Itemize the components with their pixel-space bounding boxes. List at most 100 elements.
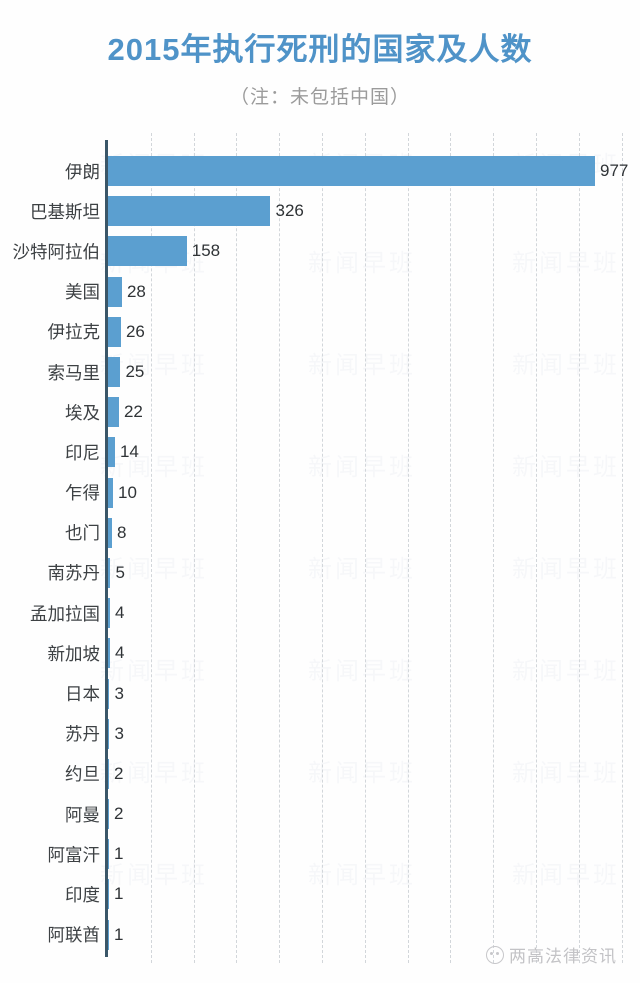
chart-row: 也门 8 [0, 513, 640, 553]
bar-rows: 伊朗 977 巴基斯坦 326 沙特阿拉伯 158 美国 28 伊拉克 26 索马里 25 埃及 22 印尼… [0, 151, 640, 955]
value-label: 28 [126, 281, 146, 301]
bar [108, 397, 119, 428]
bar-zone: 977 [108, 156, 640, 187]
bar [108, 276, 122, 307]
chart-row: 阿富汗 1 [0, 834, 640, 874]
bar-zone: 5 [108, 557, 640, 588]
category-label: 新加坡 [47, 643, 101, 664]
category-label: 日本 [65, 684, 100, 705]
chart-row: 沙特阿拉伯 158 [0, 231, 640, 271]
bar-zone: 14 [108, 437, 640, 468]
source-logo: 两高法律资讯 [486, 942, 617, 967]
value-label: 2 [114, 804, 124, 824]
bar-zone: 4 [108, 638, 640, 669]
bar [108, 236, 187, 267]
chart-row: 巴基斯坦 326 [0, 191, 640, 231]
chart-row: 南苏丹 5 [0, 553, 640, 593]
bar [108, 879, 109, 910]
value-label: 8 [116, 522, 127, 542]
bar [108, 758, 109, 789]
category-label: 沙特阿拉伯 [12, 241, 101, 262]
chart-row: 索马里 25 [0, 352, 640, 392]
bar [108, 919, 109, 950]
value-label: 158 [191, 241, 221, 261]
bar [108, 598, 110, 629]
category-label: 苏丹 [65, 724, 100, 745]
bar-zone: 25 [108, 357, 640, 388]
bar-zone: 28 [108, 276, 640, 307]
value-label: 3 [114, 683, 124, 703]
value-label: 1 [114, 844, 124, 864]
chart-row: 阿联酋 1 [0, 915, 640, 955]
bar [108, 678, 110, 709]
chart-row: 约旦 2 [0, 754, 640, 794]
category-label: 埃及 [65, 402, 100, 423]
value-label: 5 [115, 562, 125, 582]
chart-row: 阿曼 2 [0, 794, 640, 834]
bar-zone: 10 [108, 477, 640, 508]
value-label: 1 [114, 924, 124, 944]
bar-zone: 2 [108, 758, 640, 789]
chart-row: 伊拉克 26 [0, 312, 640, 352]
source-logo-icon [486, 945, 504, 964]
chart-row: 日本 3 [0, 673, 640, 713]
bar-zone: 158 [108, 236, 640, 267]
value-label: 2 [114, 763, 124, 783]
bar-zone: 1 [108, 879, 640, 910]
value-label: 10 [117, 482, 137, 502]
category-label: 美国 [65, 282, 100, 303]
source-logo-text: 两高法律资讯 [509, 947, 617, 966]
category-label: 印度 [65, 884, 100, 905]
category-label: 孟加拉国 [30, 603, 100, 624]
category-label: 巴基斯坦 [30, 201, 100, 222]
chart-row: 埃及 22 [0, 392, 640, 432]
bar-zone: 3 [108, 718, 640, 749]
category-label: 阿曼 [65, 804, 100, 825]
chart-title: 2015年执行死刑的国家及人数 [107, 32, 533, 67]
value-label: 14 [119, 442, 139, 462]
bar [108, 638, 110, 669]
bar-zone: 8 [108, 517, 640, 548]
bar-zone: 22 [108, 397, 640, 428]
bar [108, 196, 271, 227]
category-label: 南苏丹 [47, 563, 101, 584]
bar [108, 437, 115, 468]
value-label: 4 [114, 643, 125, 663]
chart-row: 孟加拉国 4 [0, 593, 640, 633]
bar-zone: 3 [108, 678, 640, 709]
category-label: 伊拉克 [47, 322, 101, 343]
bar [108, 718, 110, 749]
category-label: 约旦 [65, 764, 100, 785]
bar-zone: 326 [108, 196, 640, 227]
chart-row: 乍得 10 [0, 473, 640, 513]
category-label: 也门 [65, 523, 100, 544]
value-label: 977 [600, 161, 629, 181]
chart-row: 印尼 14 [0, 432, 640, 472]
category-label: 乍得 [65, 483, 100, 504]
value-label: 1 [114, 884, 124, 904]
chart-row: 印度 1 [0, 874, 640, 914]
value-label: 26 [125, 321, 145, 341]
chart-row: 美国 28 [0, 272, 640, 312]
chart-row: 苏丹 3 [0, 714, 640, 754]
bar [108, 799, 109, 830]
bar [108, 839, 109, 870]
value-label: 326 [275, 201, 304, 221]
chart-row: 新加坡 4 [0, 633, 640, 673]
bar [108, 517, 112, 548]
chart-row: 伊朗 977 [0, 151, 640, 191]
bar-zone: 1 [108, 919, 640, 950]
bar [108, 316, 121, 347]
category-label: 阿富汗 [47, 844, 101, 865]
category-label: 印尼 [65, 442, 100, 463]
bar-zone: 2 [108, 799, 640, 830]
category-label: 阿联酋 [47, 925, 101, 946]
bar-zone: 4 [108, 598, 640, 629]
category-label: 索马里 [47, 362, 101, 383]
value-label: 22 [123, 402, 143, 422]
y-axis-line [105, 140, 108, 957]
bar [108, 557, 111, 588]
bar-zone: 1 [108, 839, 640, 870]
value-label: 4 [114, 603, 125, 623]
